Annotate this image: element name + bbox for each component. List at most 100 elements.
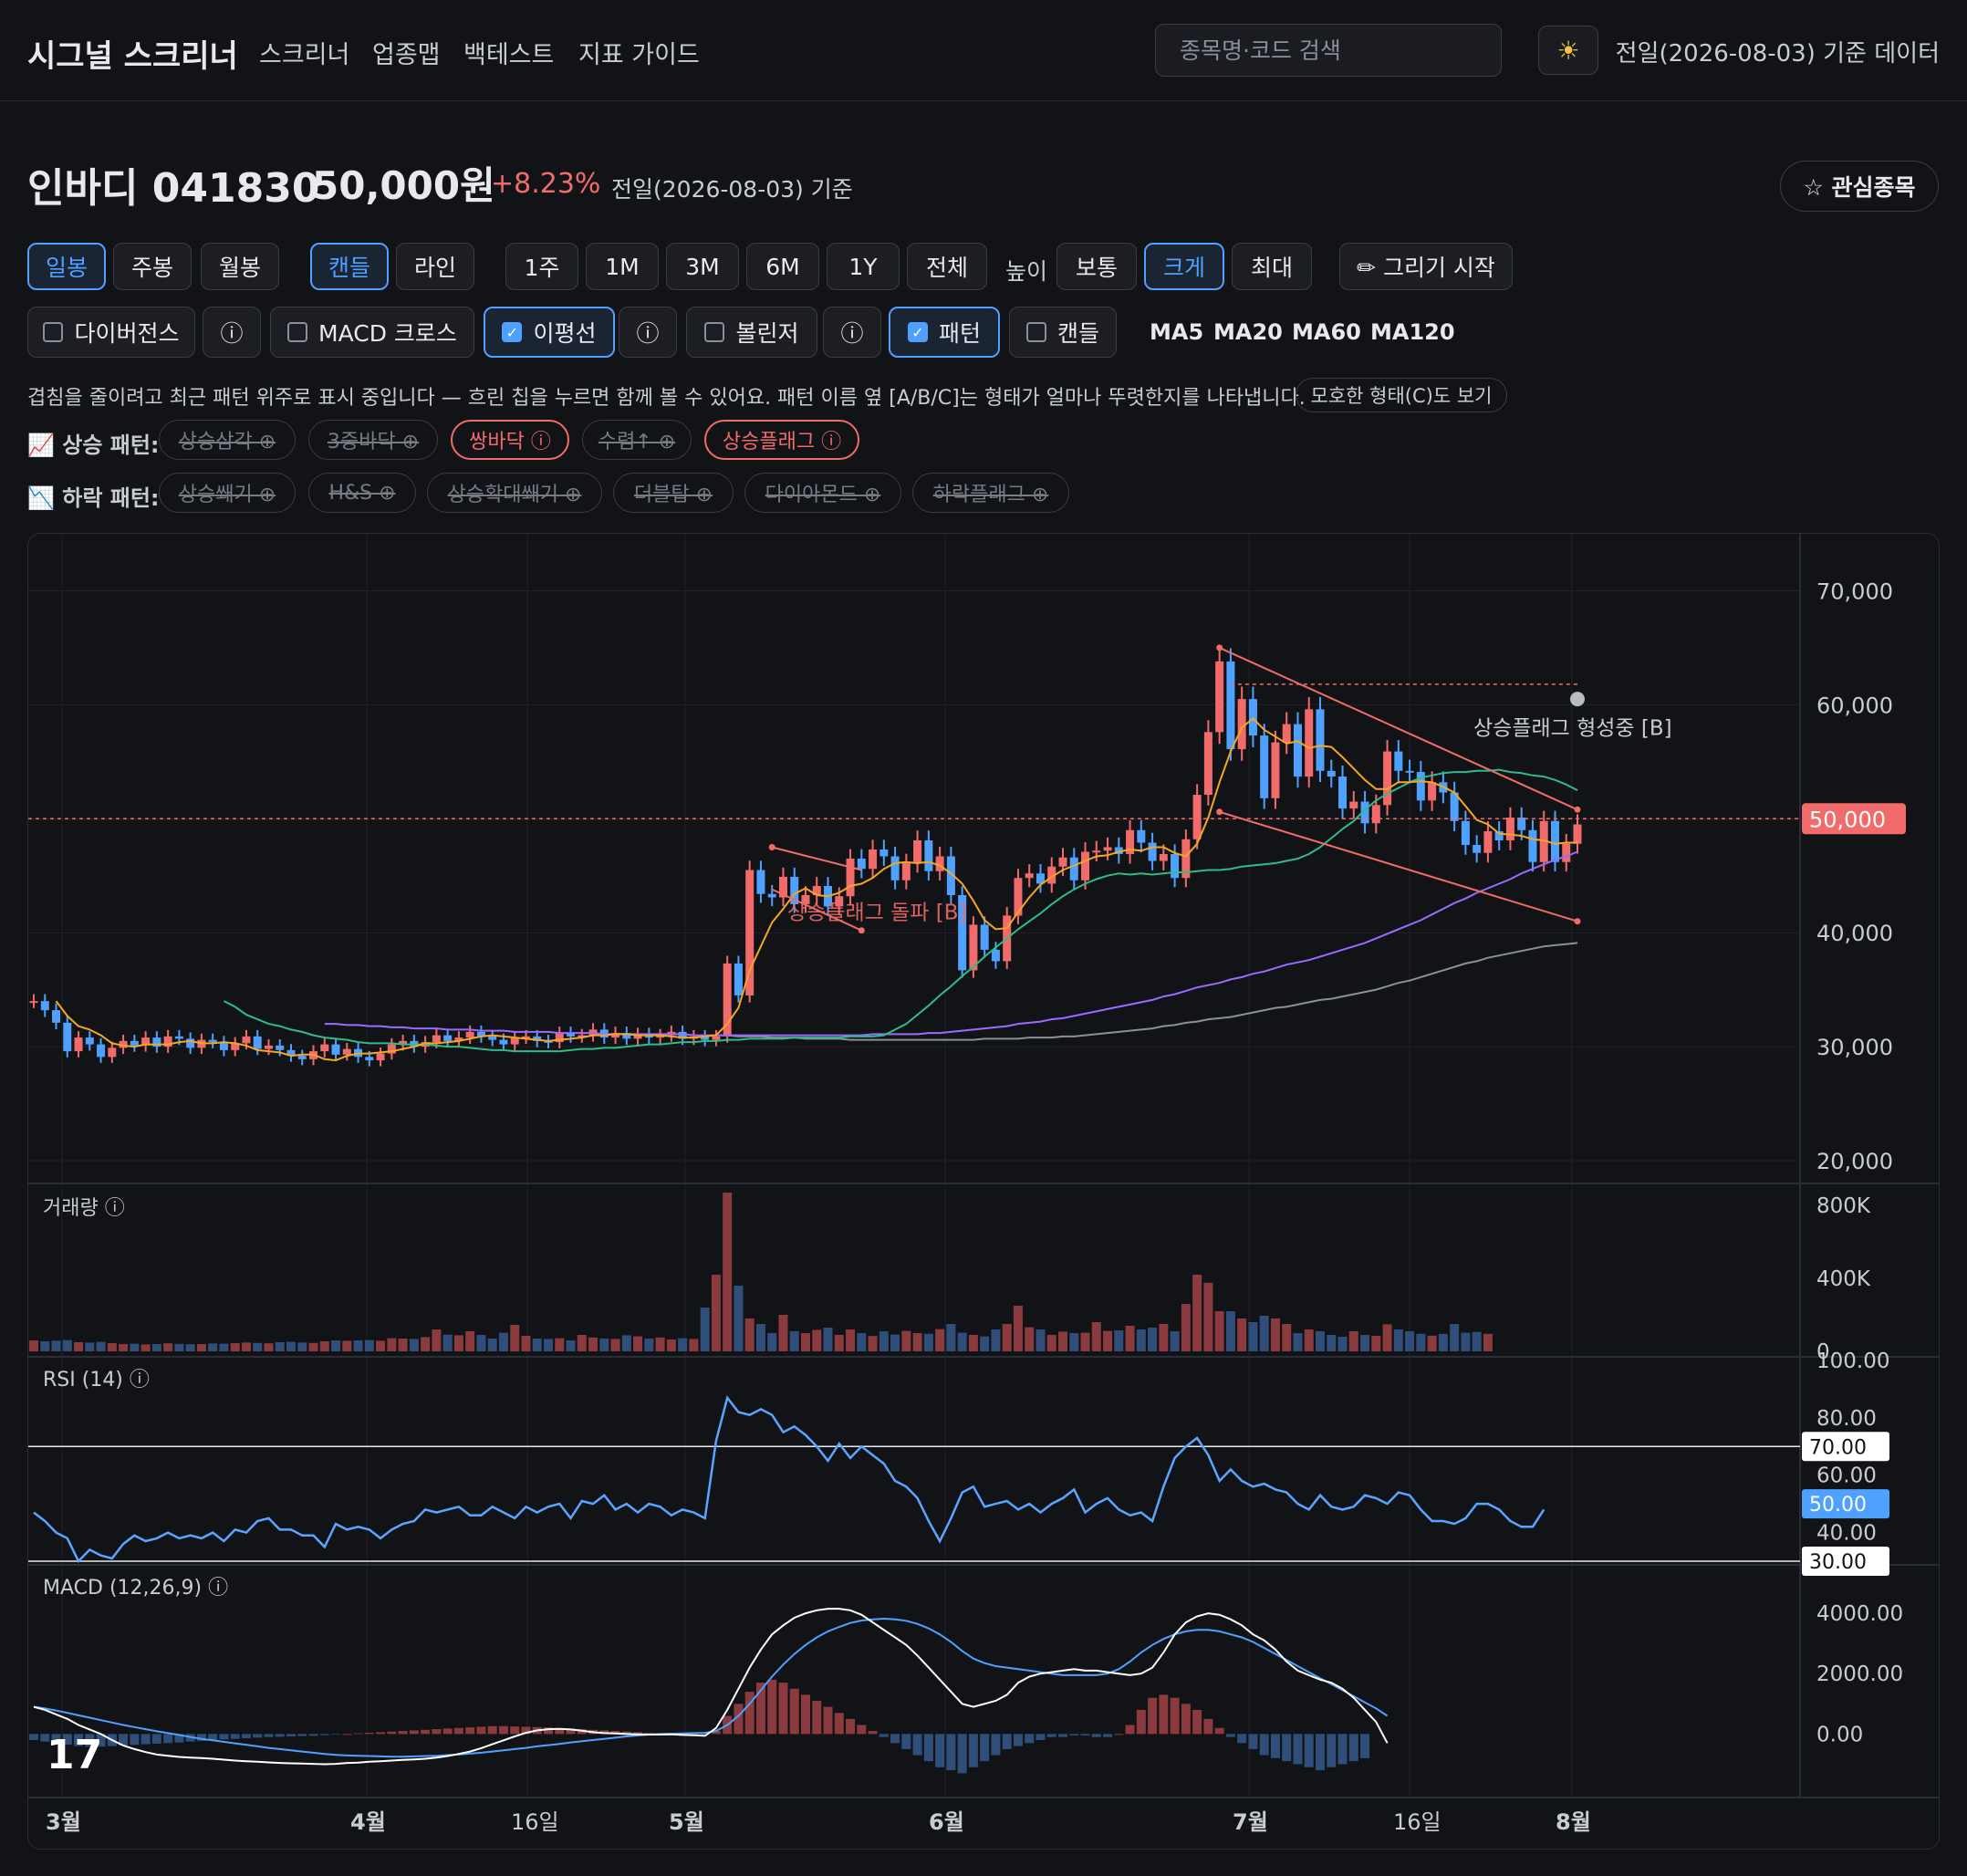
rsi-tick-label: 100.00 xyxy=(1816,1350,1889,1373)
candle-body xyxy=(1483,831,1493,853)
nav-screener[interactable]: 스크리너 xyxy=(259,41,350,69)
period-daily-button[interactable]: 일봉 xyxy=(27,243,106,290)
candle-body xyxy=(734,963,743,995)
brand-logo[interactable]: 시그널 스크리너 xyxy=(27,38,238,75)
macd-histogram-bar xyxy=(487,1725,497,1735)
range-3m-button[interactable]: 3M xyxy=(666,243,739,290)
style-candle-button[interactable]: 캔들 xyxy=(310,243,389,290)
macd-histogram-bar xyxy=(1282,1734,1292,1762)
macd-histogram-bar xyxy=(935,1734,945,1767)
volume-bar xyxy=(1125,1326,1135,1351)
macd-histogram-bar xyxy=(208,1734,218,1740)
volume-bar xyxy=(678,1338,688,1351)
bollinger-info-icon[interactable]: ⓘ xyxy=(823,307,881,358)
chip-broadening-wedge[interactable]: 상승확대쐐기 ⊕ xyxy=(427,473,602,513)
toggle-label: 캔들 xyxy=(1056,320,1099,347)
volume-bar xyxy=(308,1342,318,1351)
range-all-button[interactable]: 전체 xyxy=(907,243,987,290)
volume-bar xyxy=(476,1335,486,1351)
chip-bear-flag[interactable]: 하락플래그 ⊕ xyxy=(912,473,1069,513)
x-axis-tick-label: 16일 xyxy=(511,1809,559,1835)
theme-toggle-sun-icon[interactable]: ☀ xyxy=(1538,26,1598,75)
nav-backtest[interactable]: 백테스트 xyxy=(463,41,555,69)
rsi-level-tag-label: 70.00 xyxy=(1809,1436,1867,1459)
watchlist-button[interactable]: ☆ 관심종목 xyxy=(1780,161,1939,212)
range-1m-button[interactable]: 1M xyxy=(586,243,659,290)
chip-head-shoulders[interactable]: H&S ⊕ xyxy=(308,473,416,513)
range-1y-button[interactable]: 1Y xyxy=(827,243,900,290)
range-1w-button[interactable]: 1주 xyxy=(505,243,578,290)
chip-double-bottom[interactable]: 쌍바닥 ⓘ xyxy=(451,420,569,460)
volume-bar xyxy=(1427,1335,1437,1351)
volume-bar xyxy=(1259,1316,1269,1351)
toggle-divergence[interactable]: 다이버전스 xyxy=(27,307,195,358)
candle-body xyxy=(1181,839,1191,879)
macd-histogram-bar xyxy=(465,1727,475,1735)
chip-bull-flag[interactable]: 상승플래그 ⓘ xyxy=(704,420,859,460)
period-monthly-button[interactable]: 월봉 xyxy=(201,243,279,290)
macd-histogram-bar xyxy=(409,1730,419,1735)
chip-double-top[interactable]: 더블탑 ⊕ xyxy=(613,473,734,513)
chip-convergence-up[interactable]: 수렴↑ ⊕ xyxy=(582,420,692,460)
macd-histogram-bar xyxy=(432,1729,442,1735)
checkbox-icon xyxy=(704,322,725,342)
range-6m-button[interactable]: 6M xyxy=(746,243,819,290)
ma20-legend: MA20 xyxy=(1213,319,1283,345)
divergence-info-icon[interactable]: ⓘ xyxy=(203,307,261,358)
macd-histogram-bar xyxy=(96,1734,106,1747)
candle-body xyxy=(1159,854,1168,861)
candle-body xyxy=(510,1037,519,1045)
volume-bar xyxy=(711,1275,721,1351)
ma5-line xyxy=(55,717,1577,1062)
toggle-candle-pattern[interactable]: 캔들 xyxy=(1009,307,1117,358)
search-input[interactable] xyxy=(1155,24,1502,77)
ma20-line xyxy=(223,768,1578,1053)
candle-body xyxy=(946,856,955,895)
candle-body xyxy=(835,896,844,907)
candle-body xyxy=(231,1043,240,1050)
chip-ascending-triangle[interactable]: 상승삼각 ⊕ xyxy=(159,420,296,460)
candle-body xyxy=(1450,792,1459,821)
stock-title: 인바디 041830 xyxy=(27,165,320,212)
flag2-lower-line xyxy=(771,888,862,932)
chip-triple-bottom[interactable]: 3중바닥 ⊕ xyxy=(308,420,438,460)
chart-panel[interactable]: 70,000 60,000 40,000 30,000 20,000 50,000 상승플래… xyxy=(27,533,1940,1850)
height-large-button[interactable]: 크게 xyxy=(1144,243,1224,290)
volume-bar xyxy=(723,1193,733,1351)
chart-svg[interactable]: 70,000 60,000 40,000 30,000 20,000 50,000 상승플래… xyxy=(28,534,1940,1850)
macd-histogram-bar xyxy=(1114,1734,1124,1735)
toggle-pattern[interactable]: ✓ 패턴 xyxy=(889,307,1000,358)
height-max-button[interactable]: 최대 xyxy=(1232,243,1312,290)
nav-sector-map[interactable]: 업종맵 xyxy=(372,41,441,69)
toggle-macd-cross[interactable]: MACD 크로스 xyxy=(270,307,474,358)
volume-bar xyxy=(1304,1329,1314,1351)
height-normal-button[interactable]: 보통 xyxy=(1056,243,1137,290)
candle-body xyxy=(1316,709,1325,771)
macd-histogram-bar xyxy=(342,1734,352,1735)
period-weekly-button[interactable]: 주봉 xyxy=(113,243,192,290)
candle-body xyxy=(376,1053,385,1061)
macd-histogram-bar xyxy=(1069,1734,1079,1736)
show-ambiguous-button[interactable]: 모호한 형태(C)도 보기 xyxy=(1296,378,1507,412)
macd-histogram-bar xyxy=(755,1683,765,1735)
volume-bar xyxy=(1114,1330,1124,1351)
chip-rising-wedge[interactable]: 상승쐐기 ⊕ xyxy=(159,473,296,513)
ma-info-icon[interactable]: ⓘ xyxy=(619,307,677,358)
nav-indicator-guide[interactable]: 지표 가이드 xyxy=(578,41,700,69)
macd-histogram-bar xyxy=(778,1683,788,1735)
macd-histogram-bar xyxy=(1036,1734,1046,1740)
draw-start-button[interactable]: ✏ 그리기 시작 xyxy=(1339,243,1513,290)
candle-body xyxy=(1349,801,1358,809)
flag-forming-marker xyxy=(1570,692,1585,707)
chip-diamond[interactable]: 다이아몬드 ⊕ xyxy=(744,473,901,513)
x-axis-tick-label: 5월 xyxy=(669,1809,704,1835)
macd-histogram-bar xyxy=(566,1728,576,1735)
candle-body xyxy=(1573,824,1582,844)
volume-bar xyxy=(577,1335,587,1351)
toggle-bollinger[interactable]: 볼린저 xyxy=(686,307,817,358)
style-line-button[interactable]: 라인 xyxy=(396,243,474,290)
toggle-moving-average[interactable]: ✓ 이평선 xyxy=(484,307,615,358)
volume-bar xyxy=(432,1329,442,1351)
x-axis-tick-label: 4월 xyxy=(350,1809,386,1835)
candle-body xyxy=(1550,820,1559,862)
